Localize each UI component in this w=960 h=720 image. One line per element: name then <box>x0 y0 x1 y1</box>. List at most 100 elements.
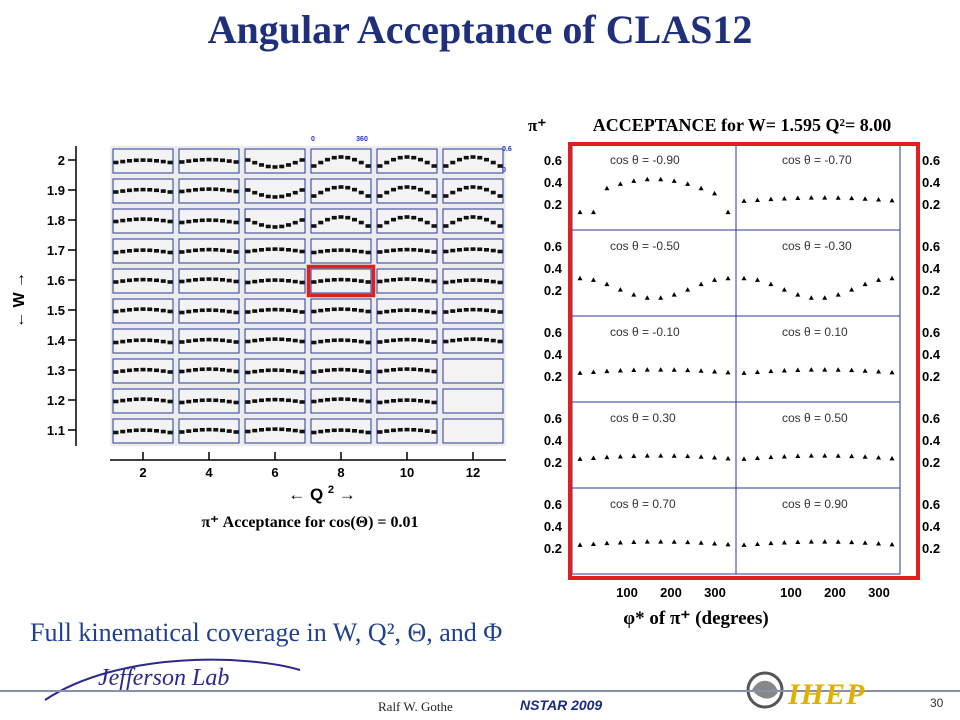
acceptance-marker <box>318 190 324 195</box>
acceptance-marker <box>411 308 417 313</box>
acceptance-marker <box>186 188 192 193</box>
acceptance-marker <box>179 160 185 164</box>
acceptance-point <box>862 454 868 459</box>
acceptance-marker <box>186 278 192 283</box>
acceptance-marker <box>391 399 396 403</box>
acceptance-marker <box>286 193 291 197</box>
acceptance-marker <box>226 339 232 343</box>
acceptance-marker <box>391 368 396 372</box>
right-acceptance-panels: cos θ = -0.90 cos θ = -0.70 cos θ = -0.50 c… <box>571 143 901 575</box>
acceptance-point <box>876 197 882 202</box>
acceptance-marker <box>377 310 383 315</box>
acceptance-point <box>889 369 895 375</box>
acceptance-marker <box>154 398 159 402</box>
mini-plot-cell <box>178 178 240 204</box>
acceptance-marker <box>233 250 239 254</box>
acceptance-marker <box>397 185 403 190</box>
acceptance-marker <box>286 398 291 403</box>
acceptance-marker <box>377 224 383 228</box>
acceptance-marker <box>186 399 192 404</box>
q2-tick-label: 2 <box>139 465 146 480</box>
author-name: Ralf W. Gothe <box>378 699 453 714</box>
right-y-tick-left: 0.4 <box>544 433 563 448</box>
acceptance-marker <box>259 369 264 373</box>
acceptance-point <box>741 542 747 547</box>
acceptance-marker <box>154 159 159 163</box>
acceptance-marker <box>331 307 337 312</box>
acceptance-point <box>631 539 637 544</box>
acceptance-marker <box>279 337 285 342</box>
acceptance-marker <box>299 188 305 192</box>
inset-y-min: 0 <box>502 167 506 174</box>
acceptance-marker <box>338 277 344 282</box>
acceptance-marker <box>167 370 173 374</box>
acceptance-marker <box>345 338 351 343</box>
acceptance-marker <box>226 309 232 314</box>
acceptance-marker <box>424 278 430 283</box>
acceptance-marker <box>286 308 291 313</box>
acceptance-marker <box>365 194 371 198</box>
mini-plot-cell <box>178 418 240 444</box>
acceptance-marker <box>397 398 403 403</box>
acceptance-marker <box>193 188 198 192</box>
acceptance-marker <box>358 339 364 344</box>
w-tick-label: 1.5 <box>47 303 65 318</box>
acceptance-marker <box>286 338 291 342</box>
acceptance-marker <box>338 185 344 189</box>
acceptance-marker <box>490 338 496 343</box>
mini-plot-cell <box>310 388 372 414</box>
acceptance-marker <box>213 187 219 192</box>
acceptance-marker <box>160 308 166 313</box>
acceptance-point <box>644 367 650 372</box>
mini-plot-cell <box>310 418 372 444</box>
acceptance-point <box>849 287 855 292</box>
acceptance-marker <box>286 248 291 252</box>
acceptance-marker <box>391 338 396 343</box>
acceptance-point <box>685 539 691 545</box>
mini-plot-cell <box>442 148 504 174</box>
acceptance-marker <box>318 398 324 403</box>
acceptance-point <box>822 367 828 372</box>
acceptance-marker <box>160 429 166 434</box>
acceptance-marker <box>113 280 119 284</box>
acceptance-marker <box>443 249 449 254</box>
acceptance-marker <box>311 224 317 228</box>
acceptance-marker <box>147 277 153 282</box>
acceptance-marker <box>147 367 153 372</box>
acceptance-marker <box>213 277 219 282</box>
acceptance-marker <box>120 218 126 223</box>
mini-plot-cell <box>244 388 306 414</box>
acceptance-marker <box>127 218 132 222</box>
acceptance-point <box>685 453 691 459</box>
acceptance-marker <box>245 158 251 162</box>
acceptance-marker <box>497 249 503 254</box>
acceptance-marker <box>397 155 403 160</box>
acceptance-marker <box>140 187 146 192</box>
acceptance-point <box>617 367 623 373</box>
acceptance-marker <box>179 220 185 225</box>
acceptance-marker <box>338 338 344 342</box>
acceptance-marker <box>206 367 212 371</box>
acceptance-marker <box>331 397 337 402</box>
acceptance-point <box>822 539 828 544</box>
acceptance-marker <box>167 430 173 435</box>
acceptance-marker <box>424 220 430 225</box>
acceptance-marker <box>193 338 198 343</box>
acceptance-marker <box>272 278 278 282</box>
acceptance-marker <box>133 428 139 433</box>
acceptance-marker <box>404 277 410 281</box>
mini-plot-cell <box>376 148 438 174</box>
acceptance-marker <box>147 217 153 222</box>
acceptance-marker <box>365 164 371 168</box>
acceptance-marker <box>199 367 205 372</box>
acceptance-marker <box>484 248 489 252</box>
acceptance-point <box>835 195 841 200</box>
right-y-tick-left: 0.4 <box>544 347 563 362</box>
acceptance-marker <box>377 340 383 344</box>
acceptance-marker <box>279 427 285 432</box>
acceptance-marker <box>490 248 496 253</box>
acceptance-marker <box>431 430 437 434</box>
acceptance-marker <box>220 278 225 282</box>
acceptance-marker <box>391 187 396 192</box>
acceptance-marker <box>431 164 437 168</box>
